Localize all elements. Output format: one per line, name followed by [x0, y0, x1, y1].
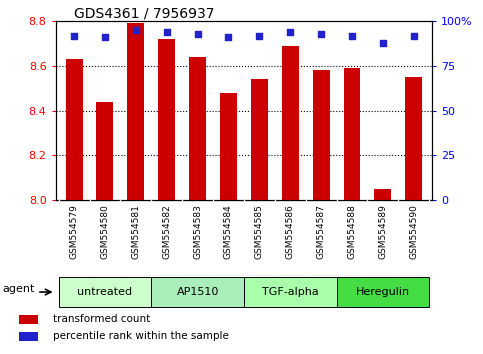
Point	[225, 34, 232, 40]
Bar	[343, 68, 360, 200]
Bar	[128, 23, 144, 200]
Point	[70, 33, 78, 38]
Text: GSM554580: GSM554580	[100, 204, 110, 259]
Bar	[19, 315, 38, 324]
Bar	[244, 277, 337, 307]
Bar	[313, 70, 329, 200]
Point	[101, 34, 109, 40]
Bar	[220, 93, 237, 200]
Text: GSM554581: GSM554581	[131, 204, 141, 259]
Point	[379, 40, 387, 46]
Bar	[189, 57, 206, 200]
Bar	[19, 332, 38, 341]
Text: GSM554590: GSM554590	[409, 204, 418, 259]
Text: TGF-alpha: TGF-alpha	[262, 287, 319, 297]
Text: agent: agent	[2, 284, 35, 293]
Point	[286, 29, 294, 35]
Point	[348, 33, 356, 38]
Bar	[282, 46, 298, 200]
Point	[163, 29, 170, 35]
Text: GSM554579: GSM554579	[70, 204, 79, 259]
Text: GSM554582: GSM554582	[162, 204, 171, 258]
Text: GSM554586: GSM554586	[286, 204, 295, 259]
Bar	[58, 277, 151, 307]
Bar	[66, 59, 83, 200]
Text: untreated: untreated	[77, 287, 132, 297]
Text: GSM554584: GSM554584	[224, 204, 233, 258]
Bar	[151, 277, 244, 307]
Bar	[405, 77, 422, 200]
Text: Heregulin: Heregulin	[356, 287, 410, 297]
Bar	[251, 79, 268, 200]
Bar	[337, 277, 429, 307]
Bar	[158, 39, 175, 200]
Point	[132, 27, 140, 33]
Text: GDS4361 / 7956937: GDS4361 / 7956937	[74, 6, 215, 20]
Point	[317, 31, 325, 36]
Point	[410, 33, 418, 38]
Text: GSM554587: GSM554587	[317, 204, 326, 259]
Text: GSM554583: GSM554583	[193, 204, 202, 259]
Point	[194, 31, 201, 36]
Text: GSM554585: GSM554585	[255, 204, 264, 259]
Text: transformed count: transformed count	[53, 314, 150, 324]
Text: GSM554588: GSM554588	[347, 204, 356, 259]
Point	[256, 33, 263, 38]
Bar	[97, 102, 114, 200]
Bar	[374, 189, 391, 200]
Text: AP1510: AP1510	[176, 287, 219, 297]
Text: percentile rank within the sample: percentile rank within the sample	[53, 331, 228, 341]
Text: GSM554589: GSM554589	[378, 204, 387, 259]
